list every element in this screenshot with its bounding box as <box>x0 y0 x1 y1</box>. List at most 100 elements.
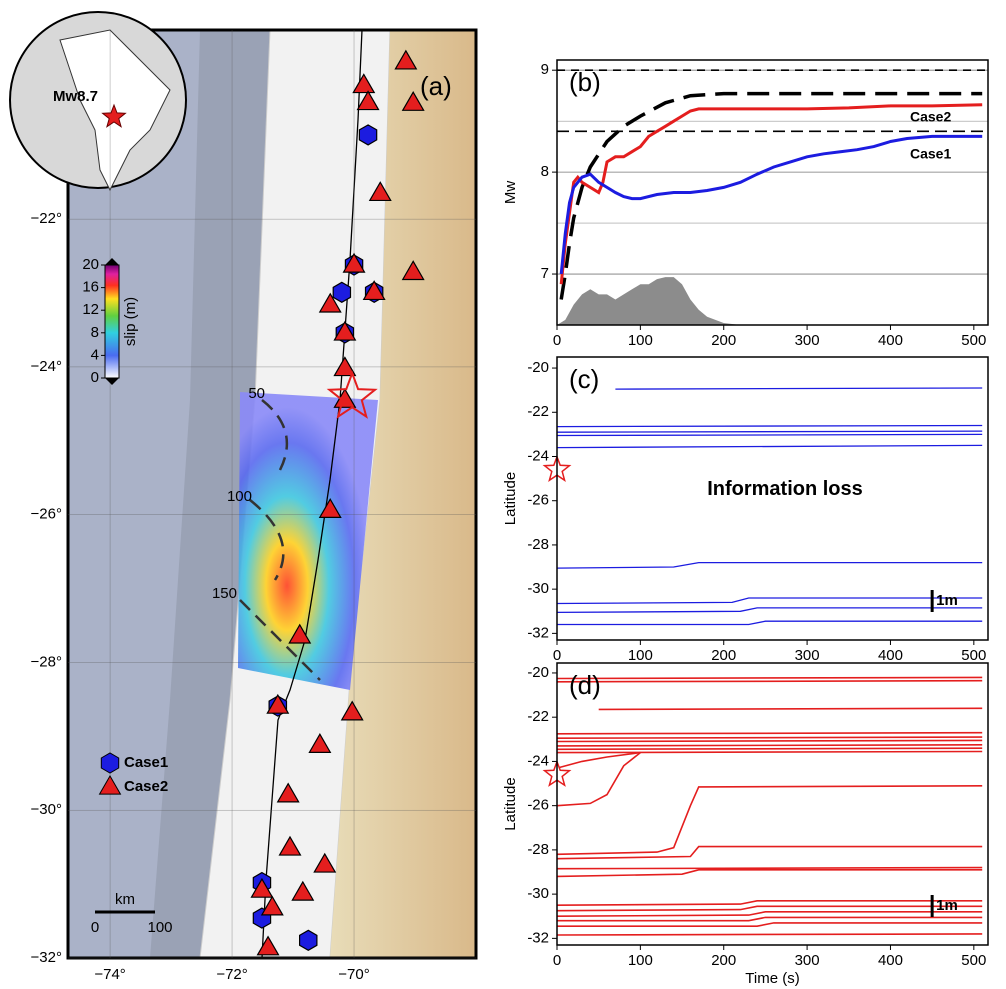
x-tick-label: 200 <box>711 952 736 969</box>
y-tick-label: -28 <box>527 536 549 553</box>
y-tick-label: -26 <box>527 492 549 509</box>
y-tick-label: −32° <box>31 949 62 966</box>
colorbar-tick-label: 16 <box>82 279 99 296</box>
y-tick-label: -32 <box>527 624 549 641</box>
y-tick-label: -24 <box>527 447 549 464</box>
station-line <box>557 563 982 569</box>
y-tick-label: -32 <box>527 929 549 946</box>
station-line <box>599 708 983 709</box>
y-tick-label: −28° <box>31 653 62 670</box>
y-tick-label: -20 <box>527 664 549 681</box>
x-tick-label: 500 <box>961 952 986 969</box>
series-label: Case2 <box>910 109 951 125</box>
station-line <box>615 388 982 389</box>
y-tick-label: -22 <box>527 403 549 420</box>
station-line <box>557 906 982 910</box>
y-tick-label: -20 <box>527 359 549 376</box>
hexagon-marker <box>359 125 376 145</box>
y-axis-label: Latitude <box>502 472 519 525</box>
x-tick-label: 300 <box>795 952 820 969</box>
station-line <box>557 621 982 624</box>
station-line <box>557 917 982 920</box>
station-line <box>557 912 982 916</box>
x-tick-label: 0 <box>553 332 561 349</box>
scale-bar-label: 1m <box>936 897 958 914</box>
colorbar-tick-label: 4 <box>91 346 99 363</box>
legend-marker <box>101 753 118 773</box>
station-line <box>557 733 982 734</box>
station-line <box>557 870 982 877</box>
moment-rate-area <box>557 277 740 325</box>
station-line <box>557 608 982 613</box>
depth-label: 150 <box>212 585 237 602</box>
station-line <box>557 901 982 905</box>
y-tick-label: −26° <box>31 506 62 523</box>
station-line <box>557 431 982 432</box>
panel-label: (a) <box>420 71 452 101</box>
y-tick-label: 8 <box>541 163 549 180</box>
station-line <box>557 786 982 855</box>
x-tick-label: 400 <box>878 952 903 969</box>
hexagon-marker <box>300 930 317 950</box>
y-tick-label: -30 <box>527 580 549 597</box>
y-tick-label: 9 <box>541 61 549 78</box>
x-tick-label: 400 <box>878 647 903 664</box>
y-tick-label: -28 <box>527 841 549 858</box>
hexagon-marker <box>333 282 350 302</box>
y-tick-label: −24° <box>31 358 62 375</box>
series-label: Case1 <box>910 146 951 162</box>
y-tick-label: −22° <box>31 210 62 227</box>
x-tick-label: −70° <box>338 966 369 983</box>
x-tick-label: 200 <box>711 647 736 664</box>
colorbar <box>105 265 119 378</box>
station-line <box>557 923 982 926</box>
panel-label: (d) <box>569 670 601 700</box>
station-line <box>557 426 982 427</box>
scale-bar-label: 1m <box>936 592 958 609</box>
x-tick-label: 300 <box>795 332 820 349</box>
inset-label: Mw8.7 <box>53 88 98 105</box>
x-tick-label: 500 <box>961 332 986 349</box>
y-tick-label: -22 <box>527 708 549 725</box>
station-line <box>557 753 640 769</box>
station-line <box>557 752 982 753</box>
station-line <box>557 681 982 682</box>
station-line <box>557 677 982 678</box>
y-axis-label: Mw <box>502 181 519 204</box>
x-tick-label: 0 <box>553 647 561 664</box>
y-tick-label: −30° <box>31 801 62 818</box>
annotation: Information loss <box>707 478 863 500</box>
x-tick-label: 100 <box>628 647 653 664</box>
axes-frame <box>557 663 988 945</box>
x-tick-label: 400 <box>878 332 903 349</box>
colorbar-label: slip (m) <box>122 297 139 346</box>
legend-label: Case1 <box>124 754 168 771</box>
scale-bar-tick: 0 <box>91 919 99 936</box>
x-tick-label: −74° <box>94 966 125 983</box>
y-tick-label: -24 <box>527 752 549 769</box>
station-line <box>557 753 640 806</box>
x-tick-label: 500 <box>961 647 986 664</box>
x-tick-label: 300 <box>795 647 820 664</box>
panel-label: (c) <box>569 364 599 394</box>
y-tick-label: 7 <box>541 265 549 282</box>
station-line <box>557 745 982 746</box>
station-line <box>557 737 982 738</box>
colorbar-tick-label: 0 <box>91 369 99 386</box>
station-line <box>557 934 982 935</box>
axes-frame <box>557 60 988 325</box>
scale-bar-label: km <box>115 891 135 908</box>
depth-label: 100 <box>227 488 252 505</box>
panel-label: (b) <box>569 67 601 97</box>
station-line <box>557 598 982 604</box>
station-line <box>557 868 982 869</box>
scale-bar-tick: 100 <box>147 919 172 936</box>
legend-label: Case2 <box>124 778 168 795</box>
x-tick-label: −72° <box>216 966 247 983</box>
station-line <box>557 740 982 741</box>
x-axis-label: Time (s) <box>745 970 799 987</box>
y-axis-label: Latitude <box>502 777 519 830</box>
x-tick-label: 0 <box>553 952 561 969</box>
x-tick-label: 100 <box>628 952 653 969</box>
y-tick-label: -30 <box>527 885 549 902</box>
